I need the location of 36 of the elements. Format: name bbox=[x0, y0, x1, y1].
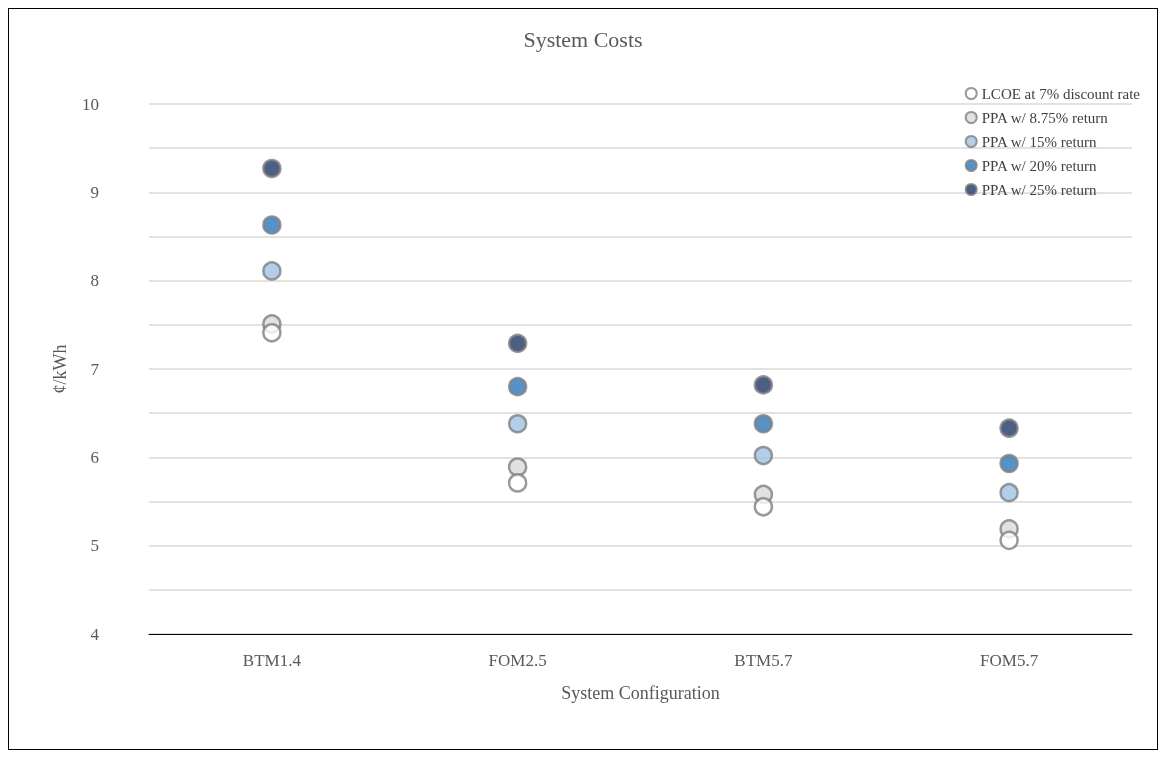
legend-label: PPA w/ 20% return bbox=[981, 157, 1098, 174]
chart-title: System Costs bbox=[523, 26, 643, 52]
point bbox=[753, 375, 774, 395]
x-tick-label: FOM5.7 bbox=[980, 651, 1039, 670]
legend-label: PPA w/ 25% return bbox=[981, 181, 1098, 198]
y-tick-label: 8 bbox=[90, 271, 99, 291]
point bbox=[753, 497, 774, 517]
legend-label: LCOE at 7% discount rate bbox=[981, 85, 1141, 102]
point bbox=[262, 215, 282, 235]
point bbox=[507, 414, 528, 434]
y-tick-label: 7 bbox=[90, 359, 100, 379]
point bbox=[507, 376, 528, 397]
legend-label: PPA w/ 15% return bbox=[981, 133, 1098, 150]
y-tick-label: 9 bbox=[90, 182, 99, 202]
x-tick-label: FOM2.5 bbox=[488, 651, 547, 670]
point bbox=[507, 333, 528, 354]
point bbox=[507, 457, 528, 477]
x-axis-title: System Configuration bbox=[561, 683, 720, 703]
point bbox=[999, 530, 1019, 551]
point bbox=[753, 445, 774, 466]
point bbox=[999, 482, 1019, 503]
point bbox=[262, 323, 282, 343]
point bbox=[262, 158, 282, 179]
y-tick-label: 6 bbox=[90, 447, 99, 467]
point bbox=[507, 473, 528, 493]
y-tick-label: 10 bbox=[82, 94, 99, 114]
x-tick-label: BTM1.4 bbox=[242, 651, 302, 670]
y-axis-title: ¢/kWh bbox=[50, 344, 70, 394]
y-tick-label: 5 bbox=[90, 536, 99, 556]
point bbox=[753, 414, 774, 434]
point bbox=[262, 261, 282, 281]
point bbox=[999, 418, 1019, 438]
y-tick-label: 4 bbox=[90, 624, 100, 644]
x-tick-label: BTM5.7 bbox=[734, 651, 793, 670]
legend-label: PPA w/ 8.75% return bbox=[981, 109, 1109, 126]
point bbox=[999, 453, 1019, 474]
